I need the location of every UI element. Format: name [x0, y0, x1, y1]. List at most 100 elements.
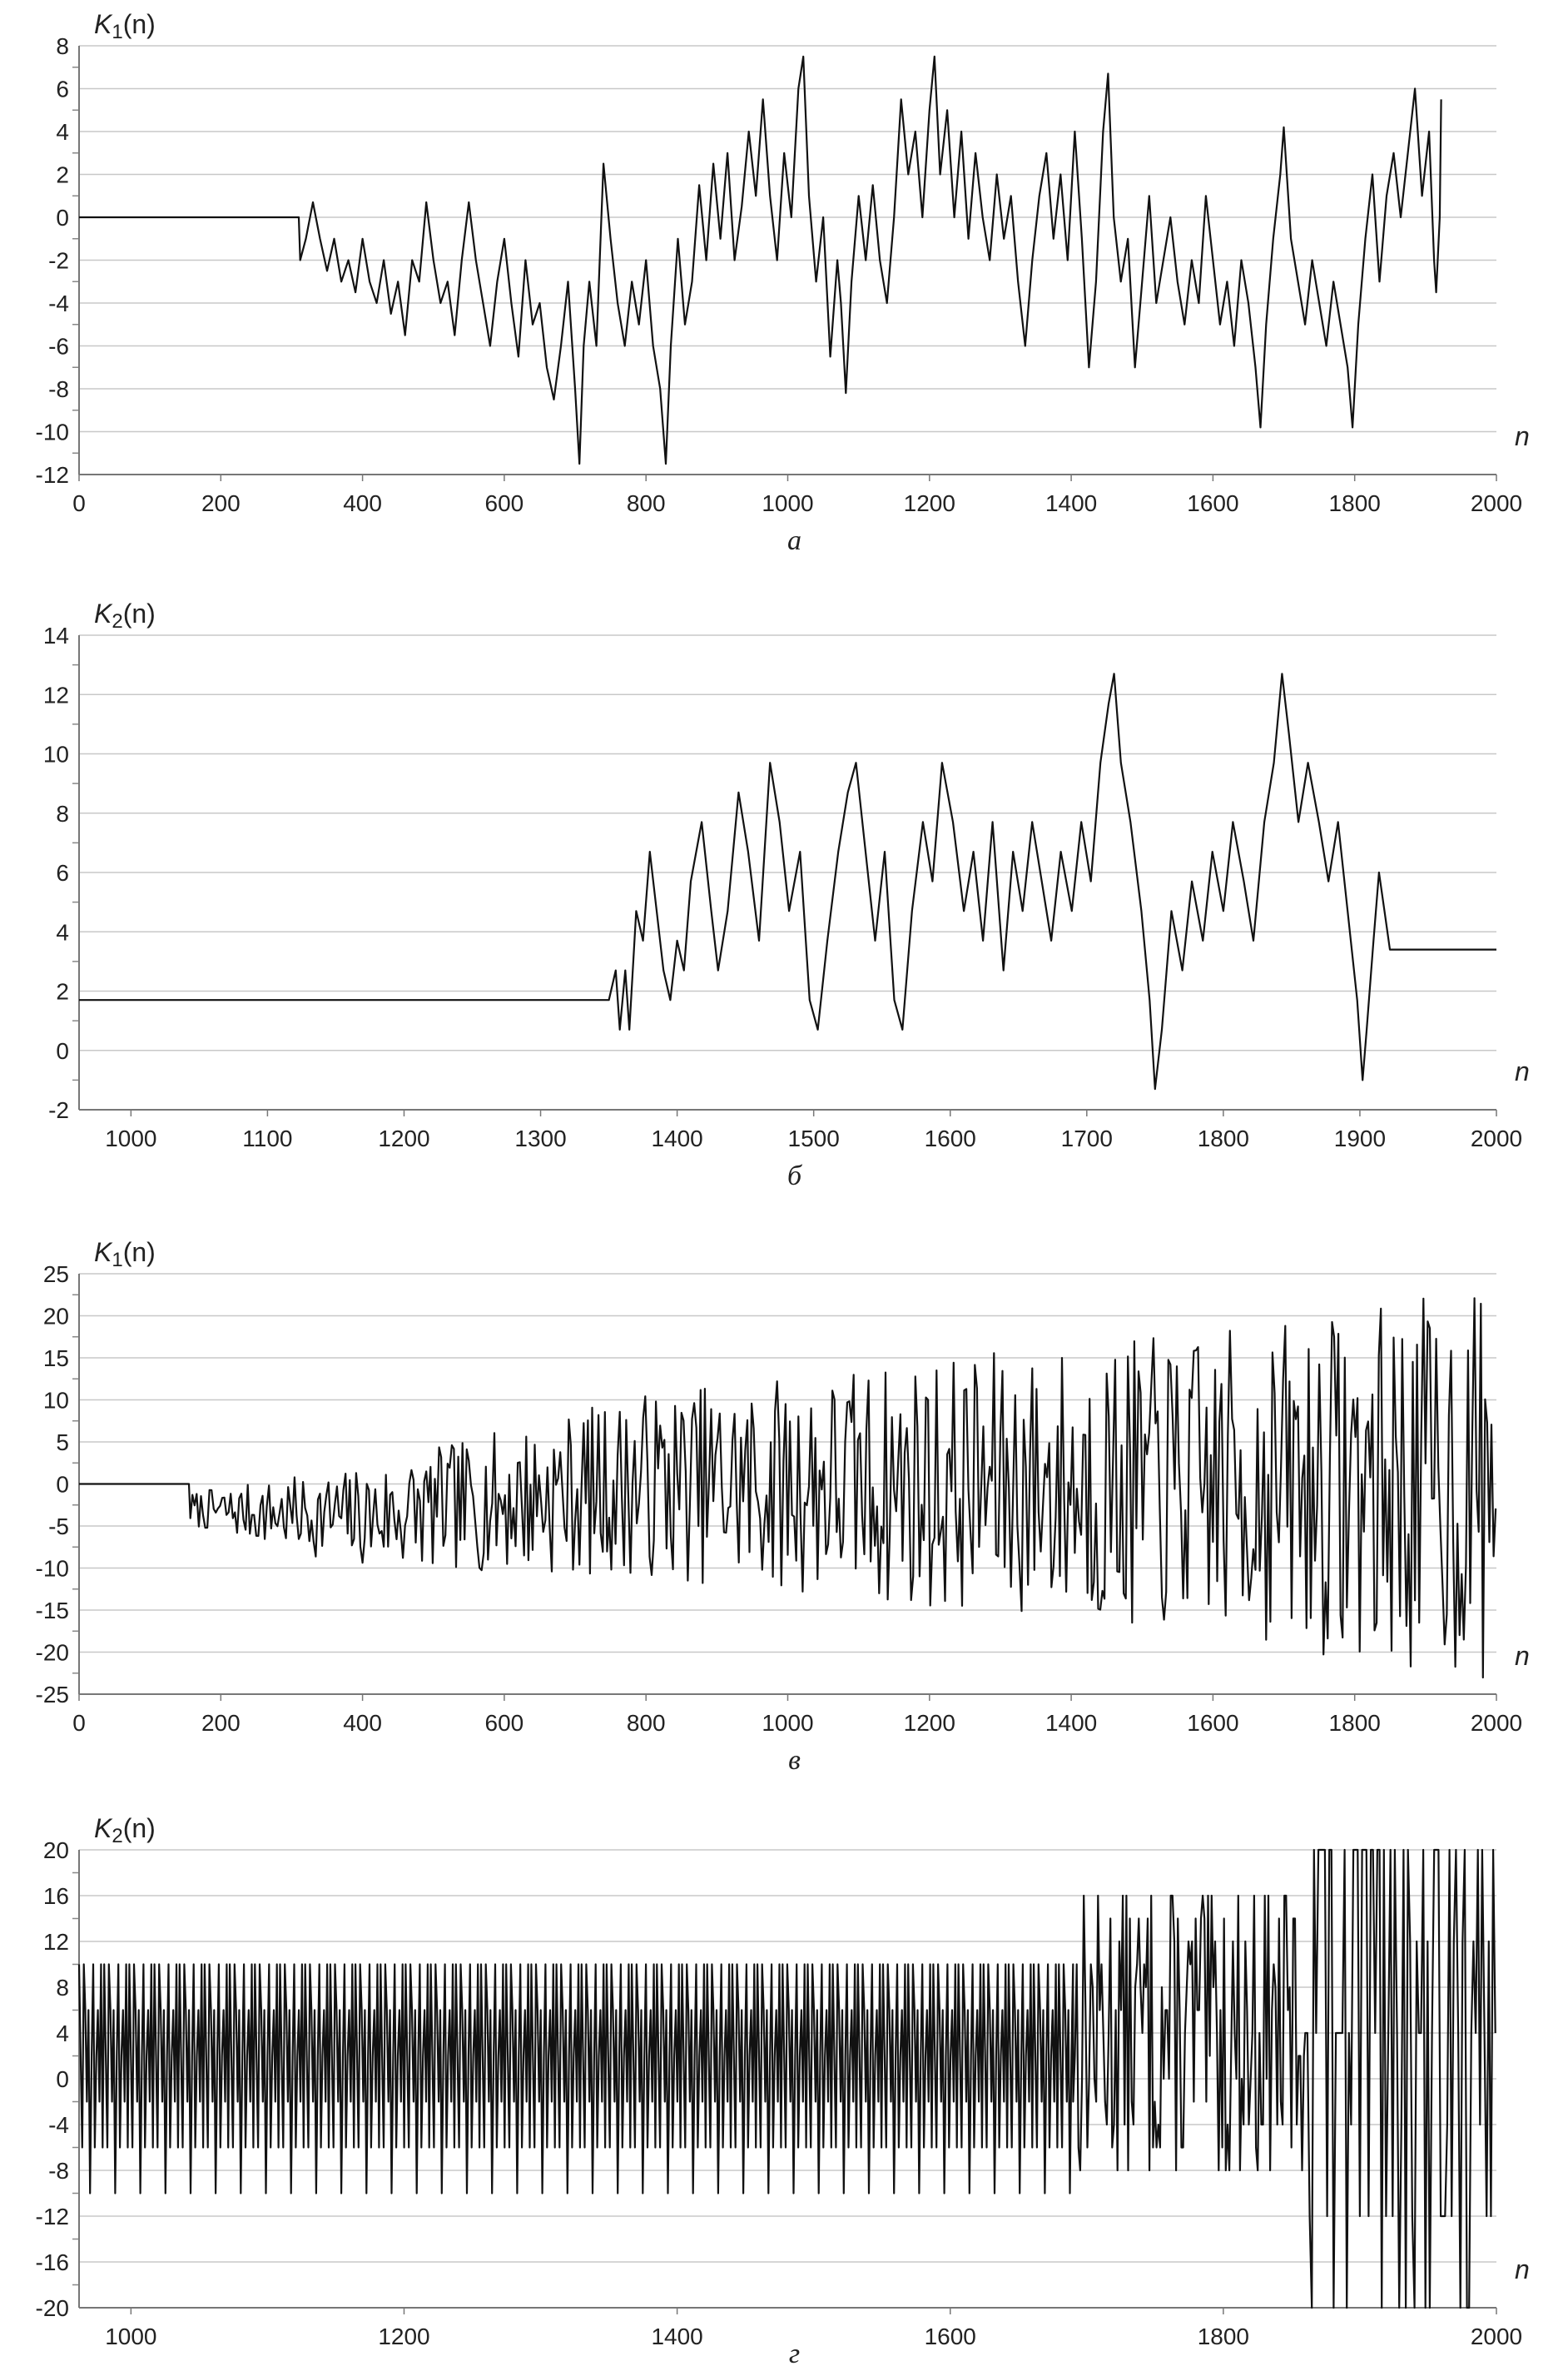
x-tick-label: 1200: [378, 1126, 429, 1151]
y-tick-label: 20: [43, 1837, 69, 1863]
chart-panel-г: 20 16 12 8 4 0 -4 -8 -12 -16 -20 1000 1200 1400 1600 18…: [36, 1813, 1530, 2369]
x-tick-label: 1600: [925, 1126, 976, 1151]
x-tick-label: 1000: [762, 490, 813, 516]
y-tick-label: -8: [48, 376, 69, 402]
panel-caption: г: [789, 2339, 800, 2369]
y-tick-label: -10: [36, 420, 69, 445]
y-tick-label: -4: [48, 291, 69, 316]
x-axis-title: n: [1515, 1641, 1530, 1671]
x-tick-label: 2000: [1471, 1710, 1522, 1736]
panel-caption: в: [788, 1745, 801, 1776]
y-tick-label: 4: [56, 119, 69, 145]
x-tick-label: 2000: [1471, 2324, 1522, 2349]
chart-panel-б: 14 12 10 8 6 4 2 0 -2 1000 1100 1200 1300 1400 1500 160…: [43, 599, 1530, 1191]
series-line-K2(n): [79, 673, 1496, 1091]
y-tick-label: 12: [43, 1929, 69, 1955]
y-tick-label: 12: [43, 682, 69, 708]
y-tick-label: -16: [36, 2249, 69, 2275]
y-tick-label: 8: [56, 1975, 69, 2001]
x-tick-label: 1800: [1329, 490, 1381, 516]
x-tick-label: 1900: [1334, 1126, 1386, 1151]
x-tick-label: 1000: [105, 2324, 156, 2349]
y-tick-label: 4: [56, 2021, 69, 2046]
x-axis-title: n: [1515, 1056, 1530, 1086]
y-tick-label: 0: [56, 1038, 69, 1064]
y-tick-label: -4: [48, 2112, 69, 2138]
y-axis-title: K2(n): [94, 1813, 156, 1847]
x-tick-label: 1800: [1198, 1126, 1249, 1151]
x-tick-label: 1200: [904, 1710, 955, 1736]
y-axis-title: K1(n): [94, 9, 156, 43]
series-line-K1(n): [79, 55, 1442, 465]
y-tick-label: -2: [48, 248, 69, 274]
y-tick-label: 10: [43, 1388, 69, 1414]
y-tick-label: -25: [36, 1682, 69, 1707]
x-tick-label: 2000: [1471, 490, 1522, 516]
y-tick-label: -20: [36, 2295, 69, 2321]
y-tick-label: -5: [48, 1514, 69, 1539]
x-tick-label: 2000: [1471, 1126, 1522, 1151]
x-tick-label: 1400: [651, 2324, 702, 2349]
x-tick-label: 1400: [1045, 490, 1097, 516]
y-tick-label: -12: [36, 462, 69, 488]
x-tick-label: 0: [72, 490, 86, 516]
y-tick-label: 20: [43, 1304, 69, 1330]
y-tick-label: -6: [48, 334, 69, 360]
x-tick-label: 1400: [1045, 1710, 1097, 1736]
x-tick-label: 1800: [1198, 2324, 1249, 2349]
y-tick-label: -8: [48, 2158, 69, 2184]
y-tick-label: 8: [56, 33, 69, 59]
x-tick-label: 800: [627, 1710, 666, 1736]
x-tick-label: 0: [72, 1710, 86, 1736]
x-tick-label: 1700: [1061, 1126, 1113, 1151]
x-tick-label: 1200: [904, 490, 955, 516]
x-tick-label: 400: [343, 1710, 382, 1736]
y-tick-label: 0: [56, 1472, 69, 1498]
y-tick-label: 15: [43, 1345, 69, 1371]
panel-caption: б: [787, 1161, 803, 1191]
y-tick-label: -15: [36, 1598, 69, 1623]
y-tick-label: -20: [36, 1640, 69, 1666]
y-tick-label: 0: [56, 2066, 69, 2092]
y-axis-title: K2(n): [94, 599, 156, 633]
x-tick-label: 1000: [105, 1126, 156, 1151]
x-tick-label: 1100: [242, 1126, 292, 1151]
y-tick-label: 6: [56, 860, 69, 886]
x-axis-title: n: [1515, 421, 1530, 451]
y-tick-label: 14: [43, 623, 69, 649]
x-axis-title: n: [1515, 2254, 1530, 2284]
y-tick-label: 10: [43, 742, 69, 768]
y-tick-label: -12: [36, 2204, 69, 2229]
x-tick-label: 1800: [1329, 1710, 1381, 1736]
y-tick-label: 4: [56, 919, 69, 945]
y-tick-label: 6: [56, 77, 69, 102]
series-line-K2(n): [77, 1848, 1496, 2309]
y-tick-label: 2: [56, 979, 69, 1005]
x-tick-label: 800: [627, 490, 666, 516]
panel-caption: а: [787, 525, 801, 556]
x-tick-label: 1300: [514, 1126, 566, 1151]
series-line-K1(n): [79, 1297, 1497, 1679]
y-tick-label: 0: [56, 205, 69, 231]
x-tick-label: 200: [201, 1710, 241, 1736]
x-tick-label: 1400: [651, 1126, 702, 1151]
x-tick-label: 1600: [1187, 490, 1238, 516]
x-tick-label: 200: [201, 490, 241, 516]
x-tick-label: 1200: [378, 2324, 429, 2349]
y-tick-label: 16: [43, 1883, 69, 1909]
x-tick-label: 1500: [788, 1126, 840, 1151]
x-tick-label: 600: [485, 1710, 524, 1736]
x-tick-label: 1000: [762, 1710, 813, 1736]
y-tick-label: 5: [56, 1429, 69, 1455]
y-tick-label: 2: [56, 162, 69, 188]
y-tick-label: 8: [56, 801, 69, 827]
x-tick-label: 1600: [925, 2324, 976, 2349]
y-axis-title: K1(n): [94, 1237, 156, 1271]
x-tick-label: 1600: [1187, 1710, 1238, 1736]
x-tick-label: 600: [485, 490, 524, 516]
x-tick-label: 400: [343, 490, 382, 516]
y-tick-label: -2: [48, 1097, 69, 1123]
y-tick-label: 25: [43, 1261, 69, 1287]
